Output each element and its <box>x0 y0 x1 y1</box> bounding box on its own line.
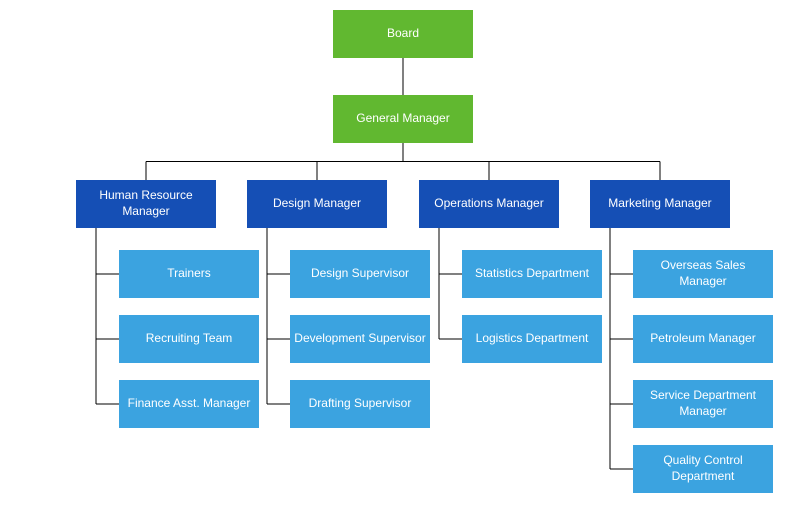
org-node-m3: Service Department Manager <box>633 380 773 428</box>
org-node-o1: Statistics Department <box>462 250 602 298</box>
org-node-o2: Logistics Department <box>462 315 602 363</box>
org-node-hr1: Trainers <box>119 250 259 298</box>
org-node-hr: Human Resource Manager <box>76 180 216 228</box>
org-node-hr3: Finance Asst. Manager <box>119 380 259 428</box>
org-node-d3: Drafting Supervisor <box>290 380 430 428</box>
org-node-m2: Petroleum Manager <box>633 315 773 363</box>
org-node-d2: Development Supervisor <box>290 315 430 363</box>
org-node-design: Design Manager <box>247 180 387 228</box>
org-node-mkt: Marketing Manager <box>590 180 730 228</box>
org-node-gm: General Manager <box>333 95 473 143</box>
org-node-m4: Quality Control Department <box>633 445 773 493</box>
org-node-board: Board <box>333 10 473 58</box>
org-node-m1: Overseas Sales Manager <box>633 250 773 298</box>
org-node-ops: Operations Manager <box>419 180 559 228</box>
org-node-hr2: Recruiting Team <box>119 315 259 363</box>
org-node-d1: Design Supervisor <box>290 250 430 298</box>
